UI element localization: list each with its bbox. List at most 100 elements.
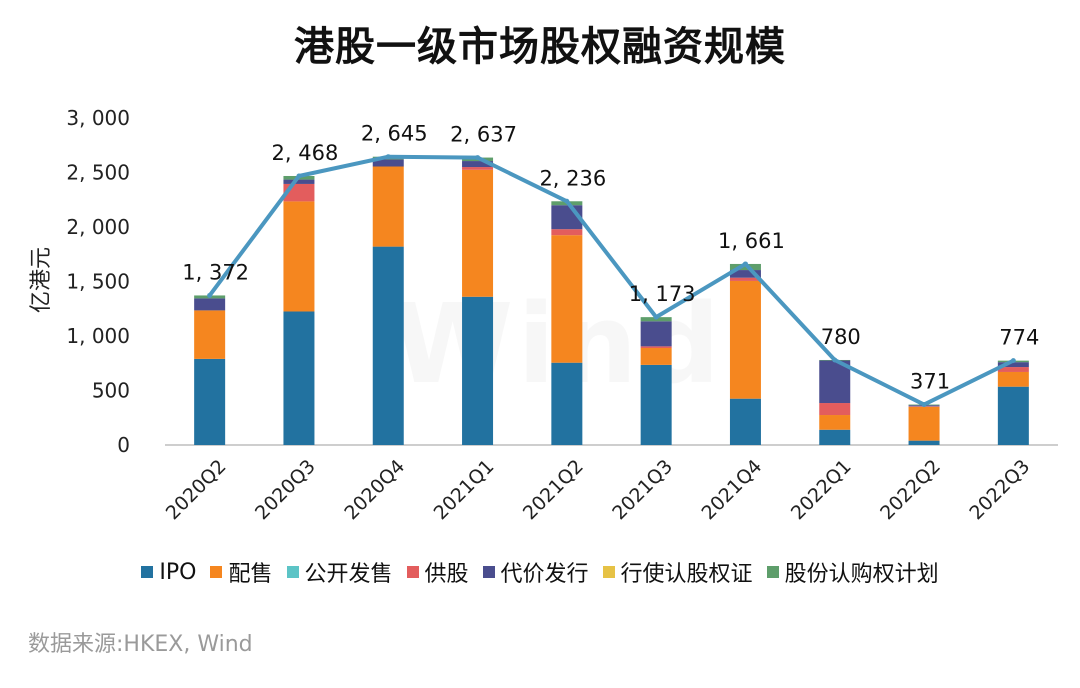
bar-segment	[997, 367, 1029, 372]
legend-label: 公开发售	[304, 562, 393, 587]
bar-segment	[819, 429, 851, 445]
data-label: 2, 236	[539, 166, 606, 190]
bar-segment	[462, 169, 494, 297]
bar-segment	[283, 179, 315, 184]
y-tick-label: 1, 500	[66, 270, 130, 294]
data-label: 1, 372	[182, 260, 249, 284]
legend: IPO 配售 公开发售 供股 代价发行 行使认股权证 股份认购权计划	[0, 556, 1080, 588]
bar-segment	[372, 246, 404, 445]
x-category-label: 2021Q1	[430, 455, 499, 524]
legend-swatch	[210, 566, 223, 578]
legend-item: 股份认购权计划	[766, 556, 939, 588]
y-axis: 0 500 1, 000 1, 500 2, 000 2, 500 3, 000	[66, 106, 130, 457]
bar-segment	[640, 347, 672, 365]
legend-item: 公开发售	[286, 556, 393, 588]
legend-swatch	[286, 566, 299, 578]
x-category-label: 2022Q3	[965, 455, 1034, 524]
totals-line-point	[653, 314, 659, 320]
legend-item: 代价发行	[482, 556, 589, 588]
data-label: 1, 661	[718, 229, 785, 253]
legend-label: 代价发行	[500, 562, 589, 587]
data-label: 1, 173	[629, 282, 696, 306]
bar-segment	[819, 360, 851, 404]
legend-label: 股份认购权计划	[784, 562, 939, 587]
data-label: 780	[821, 325, 861, 349]
bar-segment	[729, 280, 761, 399]
bar-segment	[729, 263, 761, 271]
legend-swatch	[602, 566, 615, 578]
bar-segment	[194, 358, 226, 445]
bar-segment	[462, 161, 494, 168]
x-category-label: 2020Q4	[340, 455, 409, 524]
x-category-label: 2022Q1	[787, 455, 856, 524]
bars	[194, 156, 1029, 445]
y-tick-label: 1, 000	[66, 324, 130, 348]
bar-segment	[551, 362, 583, 445]
data-label: 2, 637	[450, 123, 517, 147]
totals-line-point	[1010, 358, 1016, 364]
data-label: 2, 468	[272, 141, 339, 165]
x-category-label: 2020Q2	[162, 455, 231, 524]
bar-segment	[551, 235, 583, 363]
y-tick-label: 0	[117, 433, 130, 457]
totals-line-point	[832, 357, 838, 363]
totals-line-point	[385, 154, 391, 160]
data-label: 774	[999, 326, 1039, 350]
bar-segment	[640, 364, 672, 445]
totals-line	[207, 154, 1016, 408]
y-tick-label: 2, 500	[66, 161, 130, 185]
x-axis-categories: 2020Q2 2020Q3 2020Q4 2021Q1 2021Q2 2021Q3 2021…	[162, 455, 1035, 524]
x-category-label: 2021Q4	[698, 455, 767, 524]
legend-label: IPO	[159, 559, 197, 585]
legend-item: 行使认股权证	[602, 556, 753, 588]
bar-segment	[372, 159, 404, 167]
bar-segment	[729, 270, 761, 278]
legend-swatch	[766, 566, 779, 578]
data-labels: 1, 372 2, 468 2, 645 2, 637 2, 236 1, 173 1, 6…	[182, 122, 1039, 394]
totals-line-point	[921, 402, 927, 408]
bar-segment	[283, 311, 315, 445]
x-category-label: 2021Q2	[519, 455, 588, 524]
legend-swatch	[482, 566, 495, 578]
totals-line-point	[207, 292, 213, 298]
bar-segment	[729, 398, 761, 445]
bar-segment	[819, 415, 851, 430]
legend-item: IPO	[141, 556, 196, 588]
bar-segment	[819, 403, 851, 416]
data-label: 2, 645	[361, 122, 428, 146]
x-category-label: 2020Q3	[251, 455, 320, 524]
bar-segment	[997, 386, 1029, 445]
bar-segment	[462, 296, 494, 445]
totals-line-point	[564, 198, 570, 204]
y-tick-label: 2, 000	[66, 215, 130, 239]
legend-item: 配售	[210, 556, 273, 588]
bar-segment	[194, 310, 226, 359]
totals-line-point	[296, 173, 302, 179]
bar-segment	[194, 298, 226, 311]
y-axis-title: 亿港元	[29, 247, 54, 313]
bar-segment	[372, 166, 404, 247]
bar-segment	[908, 406, 940, 441]
legend-swatch	[406, 566, 419, 578]
bar-segment	[551, 229, 583, 236]
y-tick-label: 500	[92, 379, 130, 403]
totals-line-point	[742, 261, 748, 267]
legend-label: 配售	[228, 562, 273, 587]
y-tick-label: 3, 000	[66, 106, 130, 130]
bar-segment	[640, 346, 672, 348]
x-category-label: 2021Q3	[608, 455, 677, 524]
bar-segment	[283, 201, 315, 312]
bar-segment	[997, 371, 1029, 387]
x-category-label: 2022Q2	[876, 455, 945, 524]
bar-segment	[640, 321, 672, 347]
legend-item: 供股	[406, 556, 469, 588]
bar-segment	[908, 440, 940, 445]
totals-line-path	[207, 154, 1016, 407]
chart-title: 港股一级市场股权融资规模	[294, 24, 786, 70]
bar-segment	[462, 167, 494, 170]
legend-label: 行使认股权证	[620, 562, 753, 587]
bar-segment	[997, 362, 1029, 368]
bar-segment	[729, 277, 761, 281]
legend-swatch	[141, 566, 154, 578]
